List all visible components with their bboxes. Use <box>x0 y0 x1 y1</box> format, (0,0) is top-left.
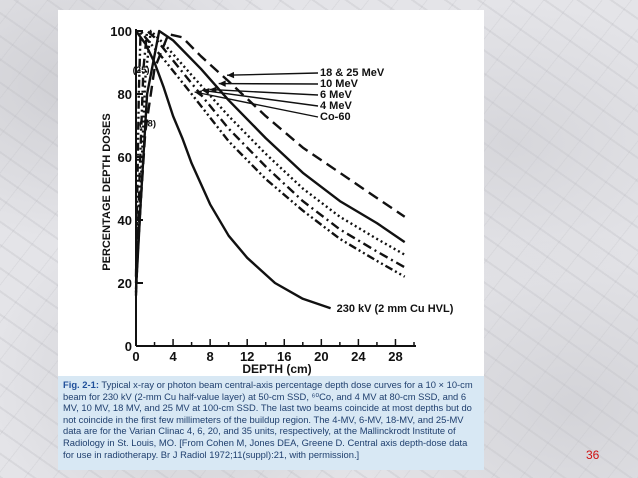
series-label-1: 10 MeV <box>320 78 359 90</box>
series-label-5: 230 kV (2 mm Cu HVL) <box>337 303 454 315</box>
y-tick-label-20: 20 <box>118 276 132 291</box>
y-tick-label-60: 60 <box>118 150 132 165</box>
series-line-4 <box>134 29 406 278</box>
y-axis-label: PERCENTAGE DEPTH DOSES <box>101 113 113 271</box>
series-arrowhead-1 <box>218 80 226 87</box>
series-arrow-2 <box>209 88 319 96</box>
series-arrow-3 <box>201 89 319 107</box>
series-line-5 <box>135 30 331 310</box>
x-tick-label-12: 12 <box>240 349 254 364</box>
series-arrow-0 <box>227 72 319 76</box>
x-tick-label-16: 16 <box>277 349 291 364</box>
series-label-3: 4 MeV <box>320 100 352 112</box>
series-label-4: Co-60 <box>320 111 351 123</box>
series-arrowhead-0 <box>227 71 235 79</box>
series-line-2 <box>134 29 406 293</box>
slide-number: 36 <box>586 448 600 462</box>
caption-text: Typical x-ray or photon beam central-axi… <box>63 379 473 460</box>
x-tick-label-28: 28 <box>388 349 402 364</box>
series-label-0: 18 & 25 MeV <box>320 67 385 79</box>
series-layer <box>134 29 406 310</box>
x-tick-label-4: 4 <box>169 349 177 364</box>
series-line-1 <box>134 29 406 290</box>
series-line-0 <box>134 32 406 284</box>
chart-annotations: (25) (18) <box>133 65 156 130</box>
series-arrow-4 <box>194 91 319 118</box>
y-tick-label-80: 80 <box>118 87 132 102</box>
series-arrowhead-4 <box>194 90 203 97</box>
figure-panel: PERCENTAGE DEPTH DOSES DEPTH (cm) 0 20 40 6… <box>58 10 484 470</box>
y-tick-label-0: 0 <box>125 339 132 354</box>
chart-axes: 0 20 40 60 80 100 0 4 8 12 16 20 24 28 <box>110 24 416 364</box>
x-tick-label-0: 0 <box>132 349 139 364</box>
annotation-1: (18) <box>139 118 156 129</box>
depth-dose-chart: PERCENTAGE DEPTH DOSES DEPTH (cm) 020406… <box>101 24 454 376</box>
series-label-2: 6 MeV <box>320 89 352 101</box>
caption-figure-label: Fig. 2-1: <box>63 379 99 390</box>
x-tick-label-24: 24 <box>351 349 366 364</box>
x-axis-label: DEPTH (cm) <box>242 362 311 376</box>
x-tick-label-8: 8 <box>207 349 214 364</box>
figure-caption: Fig. 2-1: Typical x-ray or photon beam c… <box>58 376 484 470</box>
annotation-0: (25) <box>133 65 150 76</box>
y-tick-label-100: 100 <box>110 24 132 39</box>
series-line-3 <box>134 29 406 296</box>
y-tick-label-40: 40 <box>118 213 132 228</box>
series-arrowhead-3 <box>202 88 210 95</box>
x-tick-label-20: 20 <box>314 349 328 364</box>
